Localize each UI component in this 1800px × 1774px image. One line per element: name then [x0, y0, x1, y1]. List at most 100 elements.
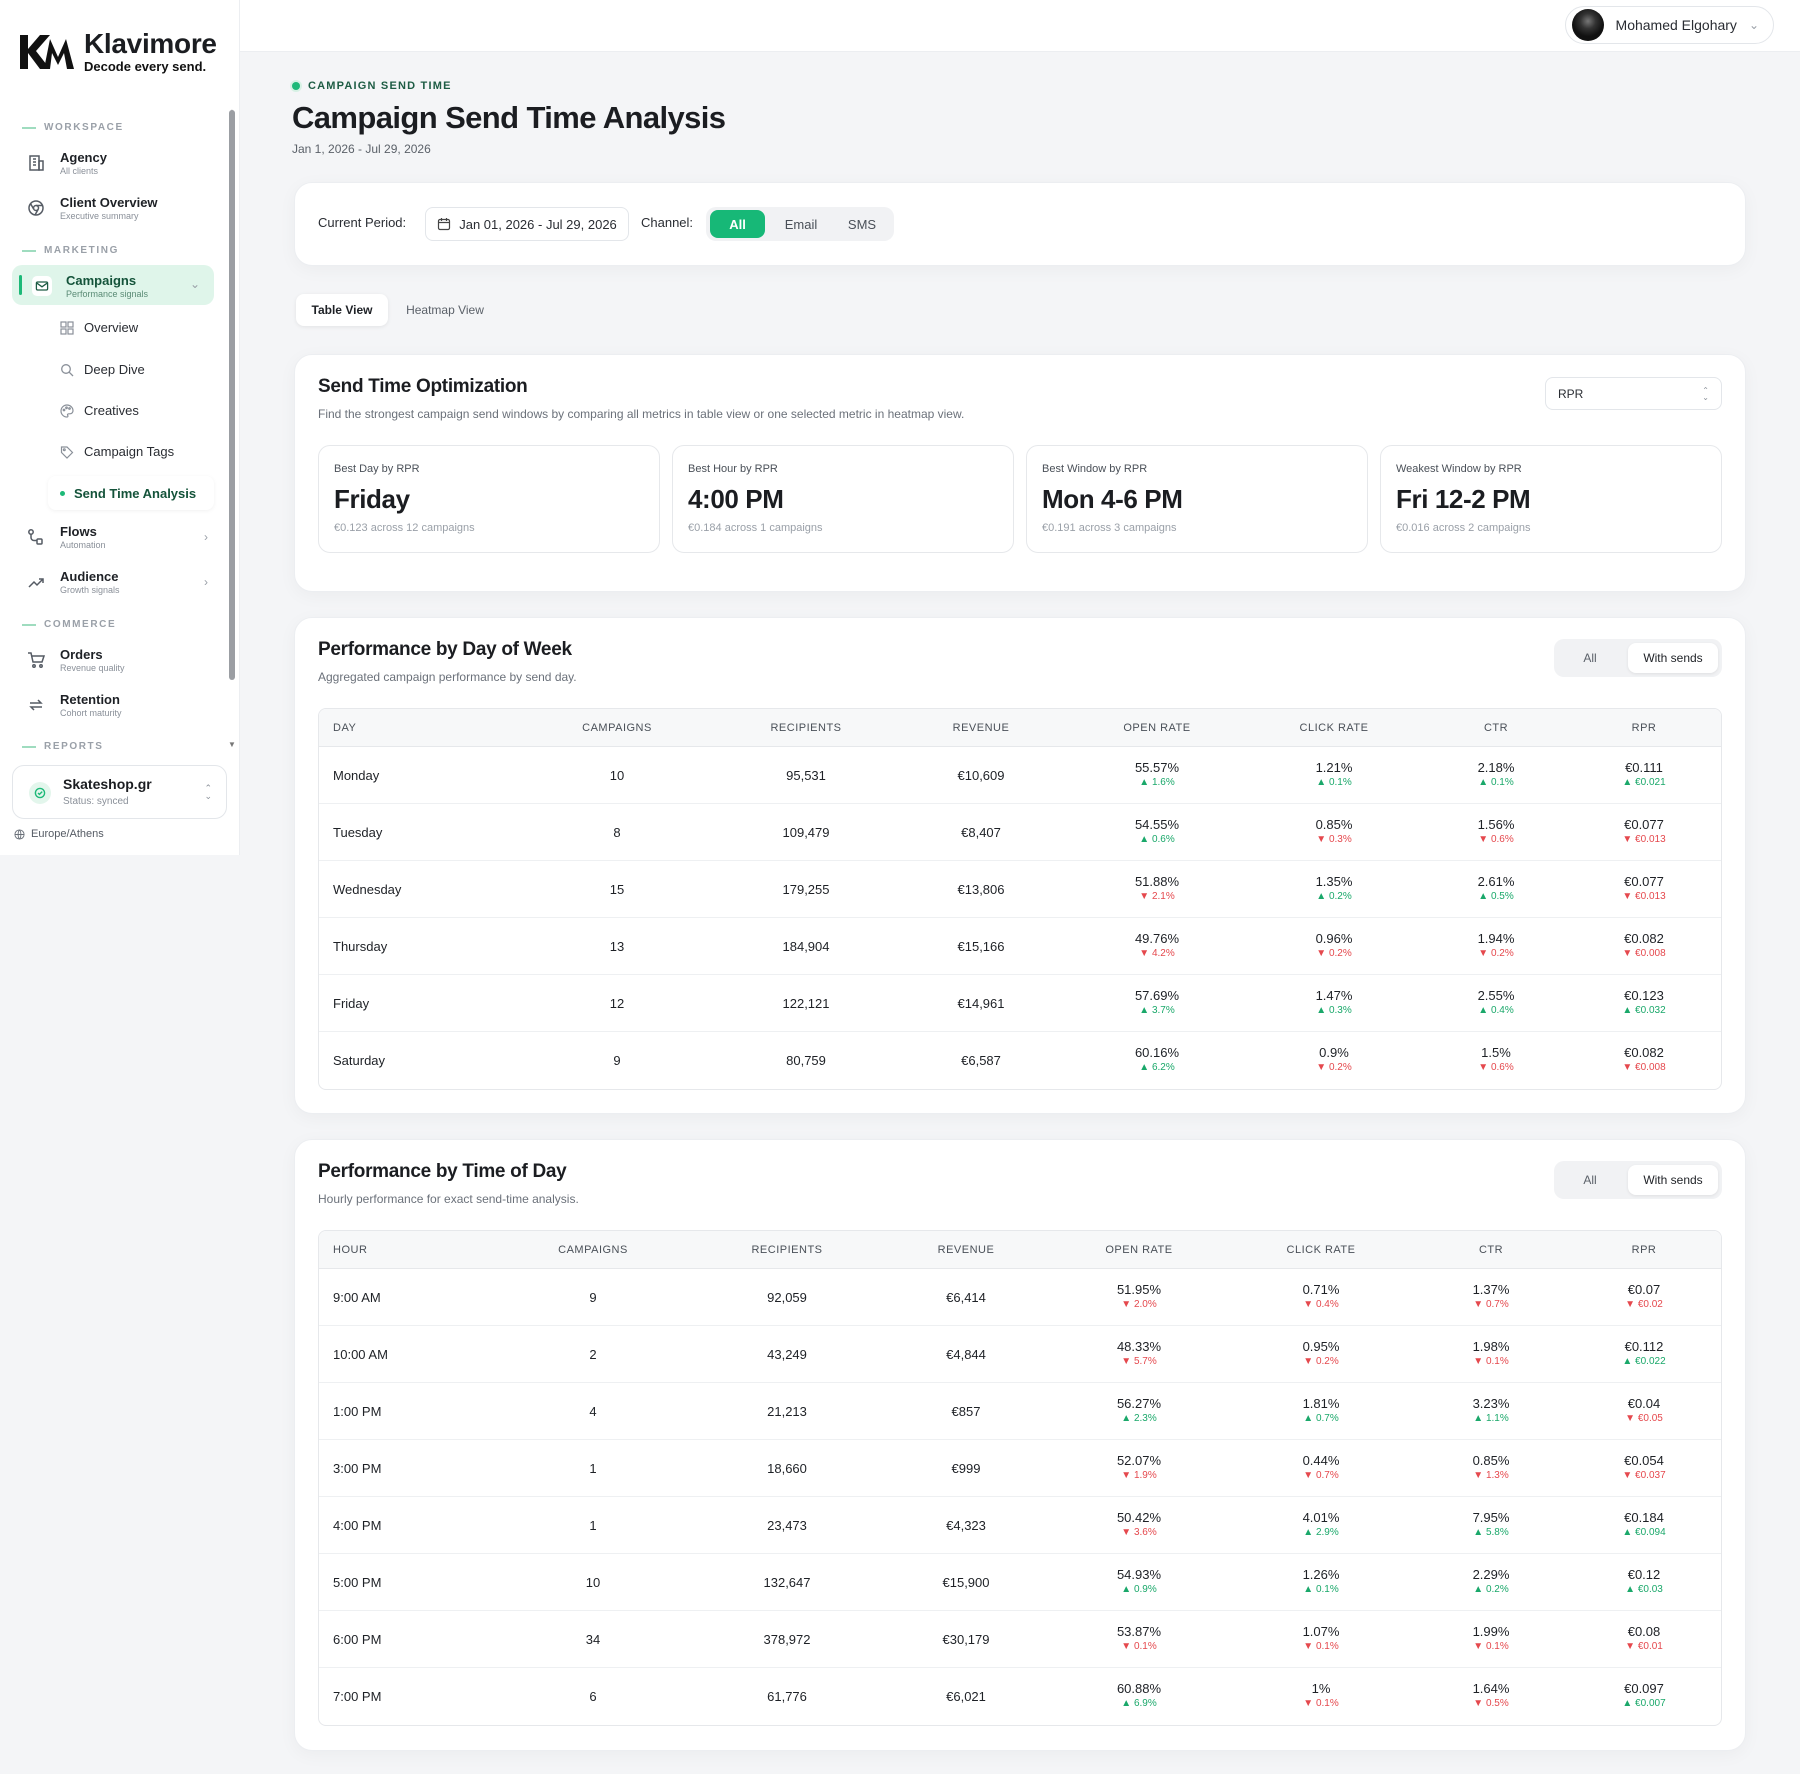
- sidebar-item-sublabel: Revenue quality: [60, 663, 125, 673]
- toggle-with-sends[interactable]: With sends: [1628, 643, 1718, 673]
- sidebar-sub-creatives[interactable]: Creatives: [60, 403, 139, 418]
- table-row[interactable]: Thursday 13 184,904 €15,166 49.76% ▼ 4.2% 0.96…: [319, 918, 1721, 975]
- sidebar-sub-send-time-analysis[interactable]: Send Time Analysis: [60, 486, 196, 501]
- table-row[interactable]: 10:00 AM 2 43,249 €4,844 48.33% ▼ 5.7% 0.95% ▼ …: [319, 1326, 1721, 1383]
- tab-heatmap-view[interactable]: Heatmap View: [406, 303, 484, 317]
- column-header[interactable]: RECIPIENTS: [770, 722, 842, 734]
- toggle-all[interactable]: All: [1583, 1173, 1597, 1187]
- metric-value: 56.27%: [1116, 1396, 1162, 1411]
- column-header[interactable]: CAMPAIGNS: [582, 722, 652, 734]
- period-picker[interactable]: Jan 01, 2026 - Jul 29, 2026: [425, 207, 629, 241]
- column-header[interactable]: RPR: [1631, 1244, 1657, 1256]
- metric-select[interactable]: RPR ⌃ ⌄: [1545, 377, 1722, 410]
- workspace-switcher[interactable]: Skateshop.gr Status: synced ⌃ ⌄: [12, 765, 227, 819]
- triangle-down-icon: ▼: [1303, 1470, 1316, 1481]
- triangle-up-icon: ▲: [1622, 1527, 1636, 1538]
- user-menu[interactable]: Mohamed Elgohary ⌄: [1564, 6, 1774, 44]
- column-header[interactable]: RECIPIENTS: [751, 1244, 823, 1256]
- ctr-cell: 3.23% ▲ 1.1%: [1473, 1396, 1510, 1425]
- sidebar-sub-deep-dive[interactable]: Deep Dive: [60, 362, 145, 377]
- table-row[interactable]: 7:00 PM 6 61,776 €6,021 60.88% ▲ 6.9% 1% ▼ 0.1%…: [319, 1668, 1721, 1725]
- sidebar-sub-label: Campaign Tags: [84, 444, 175, 459]
- column-header[interactable]: CTR: [1478, 1244, 1504, 1256]
- column-header[interactable]: HOUR: [333, 1244, 368, 1256]
- metric-value: 7.95%: [1472, 1510, 1510, 1525]
- delta-value: €0.022: [1635, 1356, 1666, 1367]
- table-row[interactable]: Wednesday 15 179,255 €13,806 51.88% ▼ 2.1% 1.3…: [319, 861, 1721, 918]
- metric-value: 2.61%: [1477, 874, 1515, 889]
- row-label: Monday: [333, 768, 380, 783]
- column-header[interactable]: RPR: [1631, 722, 1657, 734]
- toggle-all[interactable]: All: [1583, 651, 1597, 665]
- ctr-cell: 2.29% ▲ 0.2%: [1473, 1567, 1510, 1596]
- column-header[interactable]: DAY: [333, 722, 357, 734]
- column-header[interactable]: REVENUE: [952, 722, 1010, 734]
- table-row[interactable]: 3:00 PM 1 18,660 €999 52.07% ▼ 1.9% 0.44% ▼ 0.7…: [319, 1440, 1721, 1497]
- channel-email[interactable]: Email: [784, 216, 818, 232]
- sidebar-scrollbar[interactable]: [229, 110, 235, 680]
- table-row[interactable]: 1:00 PM 4 21,213 €857 56.27% ▲ 2.3% 1.81% ▲ 0.7…: [319, 1383, 1721, 1440]
- delta-value: 1.6%: [1151, 777, 1175, 788]
- table-header: HOUR CAMPAIGNS RECIPIENTS REVENUE OPEN RATE C…: [319, 1231, 1721, 1269]
- table-row[interactable]: 4:00 PM 1 23,473 €4,323 50.42% ▼ 3.6% 4.01% ▲ 2…: [319, 1497, 1721, 1554]
- column-header[interactable]: CLICK RATE: [1299, 722, 1369, 734]
- delta-up: ▲ €0.022: [1622, 1355, 1665, 1368]
- sidebar-item-audience[interactable]: Audience Growth signals ›: [26, 569, 208, 595]
- delta-value: 0.6%: [1490, 1062, 1514, 1073]
- metric-value: 50.42%: [1116, 1510, 1162, 1525]
- page-eyebrow: CAMPAIGN SEND TIME: [292, 80, 452, 92]
- column-header[interactable]: CTR: [1483, 722, 1509, 734]
- recipients-cell: 179,255: [782, 882, 830, 897]
- delta-down: ▼ 0.7%: [1303, 1469, 1340, 1482]
- timezone: Europe/Athens: [14, 828, 104, 840]
- column-header[interactable]: CAMPAIGNS: [558, 1244, 628, 1256]
- sidebar-item-orders[interactable]: Orders Revenue quality: [26, 647, 206, 673]
- sidebar-item-campaigns[interactable]: Campaigns Performance signals ⌄: [32, 273, 212, 299]
- cart-icon: [28, 652, 46, 668]
- table-row[interactable]: Friday 12 122,121 €14,961 57.69% ▲ 3.7% 1.47% ▲…: [319, 975, 1721, 1032]
- metric-value: 2.55%: [1477, 988, 1515, 1003]
- sidebar-sub-overview[interactable]: Overview: [60, 320, 138, 335]
- delta-up: ▲ 0.6%: [1135, 833, 1179, 846]
- click-cell: 1.26% ▲ 0.1%: [1303, 1567, 1340, 1596]
- table-row[interactable]: Saturday 9 80,759 €6,587 60.16% ▲ 6.2% 0.9% ▼ 0…: [319, 1032, 1721, 1089]
- delta-value: 0.7%: [1315, 1413, 1339, 1424]
- column-header[interactable]: CLICK RATE: [1286, 1244, 1356, 1256]
- sidebar-item-flows[interactable]: Flows Automation ›: [26, 524, 208, 550]
- chevron-down-icon: ⌄: [189, 277, 200, 291]
- table-row[interactable]: 9:00 AM 9 92,059 €6,414 51.95% ▼ 2.0% 0.71% ▼ 0…: [319, 1269, 1721, 1326]
- column-header[interactable]: REVENUE: [937, 1244, 995, 1256]
- sidebar-sub-campaign-tags[interactable]: Campaign Tags: [60, 444, 174, 459]
- sidebar: Klavimore Decode every send. WORKSPACE A…: [0, 0, 240, 855]
- column-header[interactable]: OPEN RATE: [1105, 1244, 1173, 1256]
- toggle-with-sends[interactable]: With sends: [1628, 1165, 1718, 1195]
- tab-table-view[interactable]: Table View: [296, 294, 388, 326]
- channel-all[interactable]: All: [710, 210, 765, 238]
- delta-up: ▲ 0.1%: [1478, 776, 1515, 789]
- delta-value: 0.9%: [1133, 1584, 1157, 1595]
- delta-down: ▼ 5.7%: [1117, 1355, 1161, 1368]
- metric-value: 4.01%: [1302, 1510, 1340, 1525]
- metric-value: 1.99%: [1472, 1624, 1510, 1639]
- sidebar-item-retention[interactable]: Retention Cohort maturity: [26, 692, 206, 718]
- scroll-down-icon[interactable]: ▼: [228, 740, 236, 749]
- table-row[interactable]: Tuesday 8 109,479 €8,407 54.55% ▲ 0.6% 0.85% ▼ …: [319, 804, 1721, 861]
- repeat-icon: [29, 699, 43, 711]
- table-row[interactable]: Monday 10 95,531 €10,609 55.57% ▲ 1.6% 1.21% ▲ …: [319, 747, 1721, 804]
- metric-value: 0.85%: [1315, 817, 1353, 832]
- sidebar-item-client-overview[interactable]: Client Overview Executive summary: [26, 195, 206, 221]
- table-row[interactable]: 6:00 PM 34 378,972 €30,179 53.87% ▼ 0.1% 1.07%…: [319, 1611, 1721, 1668]
- sync-status-icon: [29, 782, 51, 804]
- brand-logo[interactable]: Klavimore Decode every send.: [18, 30, 217, 74]
- sidebar-item-agency[interactable]: Agency All clients: [26, 150, 206, 176]
- column-header[interactable]: OPEN RATE: [1123, 722, 1191, 734]
- channel-sms[interactable]: SMS: [847, 216, 877, 232]
- sidebar-sub-active-bg: [48, 476, 214, 510]
- delta-down: ▼ 0.1%: [1117, 1640, 1161, 1653]
- open-cell: 49.76% ▼ 4.2%: [1135, 931, 1179, 960]
- delta-value: 2.9%: [1315, 1527, 1339, 1538]
- row-label: 6:00 PM: [333, 1632, 382, 1647]
- triangle-up-icon: ▲: [1303, 1413, 1316, 1424]
- metric-value: 3.23%: [1472, 1396, 1510, 1411]
- table-row[interactable]: 5:00 PM 10 132,647 €15,900 54.93% ▲ 0.9% 1.26%…: [319, 1554, 1721, 1611]
